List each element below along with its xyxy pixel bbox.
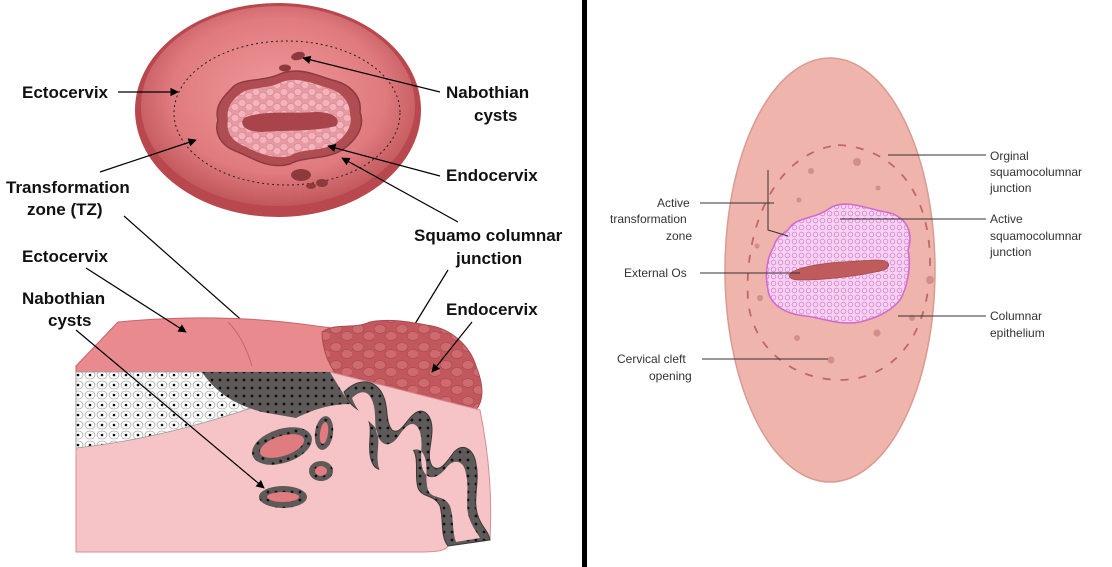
label-active-scj-2: squamocolumnar bbox=[990, 229, 1082, 243]
arrow-endocervix-top bbox=[327, 143, 441, 177]
panel-divider bbox=[582, 0, 587, 567]
label-transformation-1: Transformation bbox=[6, 178, 130, 197]
label-nabothian-top-2: cysts bbox=[474, 106, 517, 125]
label-active-scj-1: Active bbox=[990, 212, 1023, 226]
label-transformation-2: zone (TZ) bbox=[27, 200, 103, 219]
label-active-tz-2: transformation bbox=[610, 212, 687, 226]
label-original-scj-1: Orginal bbox=[990, 149, 1029, 163]
metaplastic-columnar-layer bbox=[202, 372, 350, 418]
tz-boundary-line bbox=[227, 321, 253, 367]
right-cervix-diagram bbox=[724, 57, 936, 483]
cervical-gland-dot bbox=[754, 243, 760, 249]
label-nabothian-top-1: Nabothian bbox=[446, 83, 529, 102]
original-scj-dashed-line bbox=[746, 144, 931, 381]
cervix-tissue-section bbox=[75, 317, 492, 553]
label-ectocervix-top: Ectocervix bbox=[22, 83, 109, 102]
label-squamo-columnar-1: Squamo columnar bbox=[414, 226, 563, 245]
label-active-tz-1: Active bbox=[657, 196, 690, 210]
arrow-endocervix-bottom bbox=[431, 321, 473, 373]
nabothian-cyst-lumen bbox=[319, 422, 329, 444]
label-squamo-columnar-2: junction bbox=[455, 249, 522, 268]
gland-lumen bbox=[352, 392, 480, 542]
label-cervical-cleft-2: opening bbox=[649, 369, 692, 383]
cervical-gland-dot bbox=[808, 168, 814, 174]
nabothian-cyst-lumen bbox=[315, 466, 327, 476]
cervical-gland-dot bbox=[794, 335, 800, 341]
cervix-face-view bbox=[135, 3, 421, 217]
label-active-tz-3: zone bbox=[666, 229, 692, 243]
nabothian-cyst-lumen bbox=[267, 492, 299, 502]
nabothian-cyst bbox=[279, 64, 291, 72]
label-active-scj-3: junction bbox=[989, 245, 1031, 259]
label-nabothian-bottom-1: Nabothian bbox=[22, 289, 105, 308]
original-scj-dotted-ring bbox=[173, 40, 401, 186]
label-ectocervix-bottom: Ectocervix bbox=[22, 247, 109, 266]
external-os-slit bbox=[788, 259, 890, 281]
label-cervical-cleft-1: Cervical cleft bbox=[617, 352, 686, 366]
bracket-active-tz bbox=[767, 170, 789, 237]
label-nabothian-bottom-2: cysts bbox=[48, 311, 91, 330]
cervical-gland-dot bbox=[757, 295, 763, 301]
arrow-squamo-columnar-bottom bbox=[409, 269, 449, 333]
arrow-transformation-top bbox=[99, 138, 197, 173]
nabothian-cyst-lumen bbox=[259, 434, 305, 458]
label-original-scj-3: junction bbox=[989, 181, 1031, 195]
cervical-gland-dot bbox=[796, 197, 802, 203]
cervical-gland-dot bbox=[926, 276, 934, 284]
cervical-gland-dot bbox=[873, 329, 881, 337]
label-endocervix-top: Endocervix bbox=[446, 166, 538, 185]
nabothian-cyst bbox=[291, 169, 311, 181]
label-external-os: External Os bbox=[624, 266, 687, 280]
arrow-ectocervix-bottom bbox=[85, 267, 187, 333]
external-os bbox=[242, 112, 338, 132]
nabothian-cyst bbox=[316, 179, 328, 187]
nabothian-cyst bbox=[306, 183, 316, 189]
arrow-nabothian-top bbox=[302, 55, 441, 93]
label-columnar-2: epithelium bbox=[990, 326, 1045, 340]
label-columnar-1: Columnar bbox=[990, 309, 1042, 323]
arrow-nabothian-bottom bbox=[75, 329, 265, 489]
nabothian-cyst bbox=[291, 51, 305, 61]
cervical-cleft-opening bbox=[827, 356, 835, 364]
cervical-gland-dot bbox=[853, 158, 861, 166]
label-original-scj-2: squamocolumnar bbox=[990, 165, 1082, 179]
cervical-gland-dot bbox=[875, 185, 881, 191]
arrow-squamo-columnar-top bbox=[341, 157, 459, 223]
label-endocervix-bottom: Endocervix bbox=[446, 300, 538, 319]
